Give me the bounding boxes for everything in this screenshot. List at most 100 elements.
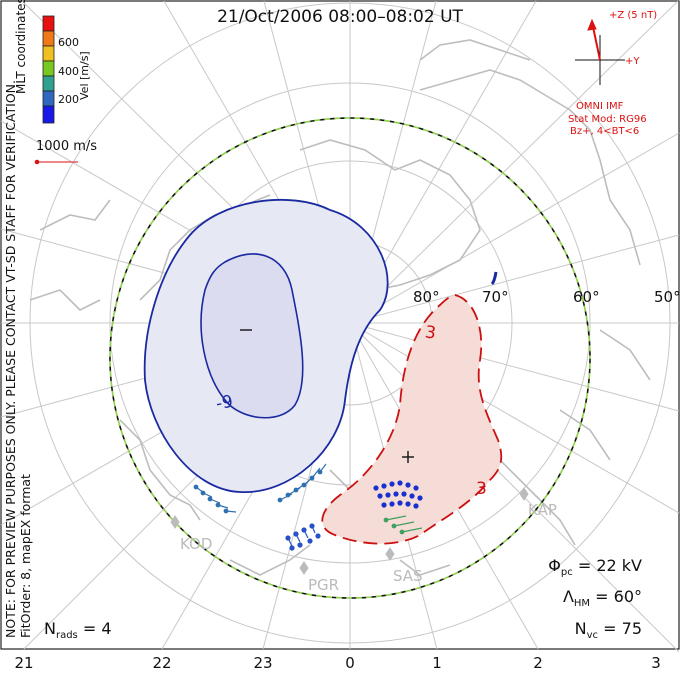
velocity-vectors xyxy=(193,463,423,551)
mlt-tick-2: 2 xyxy=(533,654,543,672)
station-marker-sas xyxy=(385,547,395,561)
hm-boundary-green xyxy=(109,117,591,599)
colorbar-seg-5 xyxy=(42,75,55,92)
mlt-tick-0: 0 xyxy=(345,654,355,672)
vector-dot xyxy=(301,482,307,488)
stat-nrads-symbol: N xyxy=(44,619,56,638)
imf-condition: Bz+, 4<BT<6 xyxy=(570,126,640,137)
lat-label-80: 80° xyxy=(413,288,440,306)
vector-dot xyxy=(393,491,399,497)
lat-label-60: 60° xyxy=(573,288,600,306)
scale-vector xyxy=(34,159,78,165)
vector-dot xyxy=(409,493,415,499)
coastline-greenland xyxy=(299,139,481,301)
vector-dot xyxy=(297,542,303,548)
vector-dot xyxy=(383,517,389,523)
vector xyxy=(295,533,301,543)
imf-source: OMNI IMF xyxy=(576,101,624,112)
vector-dot xyxy=(277,497,283,503)
vector xyxy=(311,525,316,534)
imf-model: Stat Mod: RG96 xyxy=(568,114,647,125)
stat-n-rads: Nrads = 4 xyxy=(44,619,112,641)
imf-clock xyxy=(575,18,625,85)
stat-nvc-symbol: N xyxy=(574,619,587,638)
vector-dot xyxy=(413,503,419,509)
stat-lambda-hm: ΛHM = 60° xyxy=(563,587,642,609)
vector xyxy=(385,515,407,521)
contour-label-positive-2: 3 xyxy=(476,479,487,499)
mlt-tick-3: 3 xyxy=(651,654,661,672)
colorbar-seg-4 xyxy=(42,60,55,77)
stat-nrads-value: = 4 xyxy=(82,619,112,638)
vector-group-pgr-low xyxy=(285,523,321,551)
preview-note: NOTE: FOR PREVIEW PURPOSES ONLY. PLEASE … xyxy=(3,80,18,638)
stat-phi-value: = 22 kV xyxy=(577,556,642,575)
vector-group-sas xyxy=(373,480,423,509)
vector-dot xyxy=(193,484,199,490)
contour-label-negative: -9 xyxy=(214,391,235,415)
imf-z-label: +Z (5 nT) xyxy=(609,10,658,21)
vector-group-pgr xyxy=(277,463,327,503)
mlt-tick-1: 1 xyxy=(432,654,442,672)
stat-phi-symbol: Φ xyxy=(548,556,561,575)
negative-cell-inner-contour xyxy=(200,253,304,419)
coastline-alaska xyxy=(119,419,201,521)
station-label-sas: SAS xyxy=(393,567,423,585)
coastline-west xyxy=(29,199,111,311)
stat-lambda-sub: HM xyxy=(573,598,591,610)
coastline-europe xyxy=(419,39,531,61)
station-markers xyxy=(170,487,529,575)
vector-dot xyxy=(397,480,403,486)
stat-phi-pc: Φpc = 22 kV xyxy=(548,556,642,578)
station-label-kod: KOD xyxy=(180,535,213,553)
coastline-siberia xyxy=(419,69,641,266)
vector-dot xyxy=(223,508,229,514)
small-contour-fragment xyxy=(490,271,498,286)
vector-dot xyxy=(207,496,213,502)
vector-dot xyxy=(399,529,405,535)
mlt-tick-22: 22 xyxy=(152,654,172,672)
colorbar-label-600: 600 xyxy=(58,36,79,49)
meridian-8 xyxy=(349,132,680,324)
stat-lambda-value: = 60° xyxy=(595,587,642,606)
meridian-4 xyxy=(349,322,680,514)
vector-dot xyxy=(285,492,291,498)
colorbar-label-200: 200 xyxy=(58,93,79,106)
vector-dot xyxy=(215,502,221,508)
coastline-east xyxy=(559,329,651,461)
meridian-7 xyxy=(349,234,680,324)
mlt-tick-21: 21 xyxy=(14,654,34,672)
lat-label-50: 50° xyxy=(654,288,680,306)
vector xyxy=(393,521,415,527)
scale-vector-dot xyxy=(34,159,40,165)
vector-dot xyxy=(373,485,379,491)
stat-nvc-value: = 75 xyxy=(603,619,642,638)
vector-dot xyxy=(405,501,411,507)
vector xyxy=(401,527,423,533)
imf-y-label: +Y xyxy=(625,56,640,67)
vector xyxy=(287,537,293,547)
vector-dot xyxy=(389,501,395,507)
stat-n-vc: Nvc = 75 xyxy=(575,619,642,641)
vector-group-sas-low xyxy=(383,515,423,535)
vector-group-kod xyxy=(193,484,237,514)
vector-dot xyxy=(417,495,423,501)
vector-dot xyxy=(391,523,397,529)
scale-vector-label: 1000 m/s xyxy=(36,139,98,154)
vector-dot xyxy=(377,493,383,499)
colorbar-seg-2 xyxy=(42,30,55,47)
contour-markers xyxy=(240,329,414,463)
meridian-9 xyxy=(349,0,679,324)
velocity-colorbar xyxy=(42,15,55,124)
stat-phi-sub: pc xyxy=(560,567,573,579)
station-marker-pgr xyxy=(299,561,309,575)
vector-dot xyxy=(317,469,323,475)
vector-dot xyxy=(309,475,315,481)
vector-dot xyxy=(413,485,419,491)
vector-dot xyxy=(315,533,321,539)
vector-dot xyxy=(405,482,411,488)
vector-dot xyxy=(385,492,391,498)
station-marker-kap xyxy=(519,487,529,501)
imf-vector-head xyxy=(587,18,597,31)
vector-dot xyxy=(307,538,313,544)
